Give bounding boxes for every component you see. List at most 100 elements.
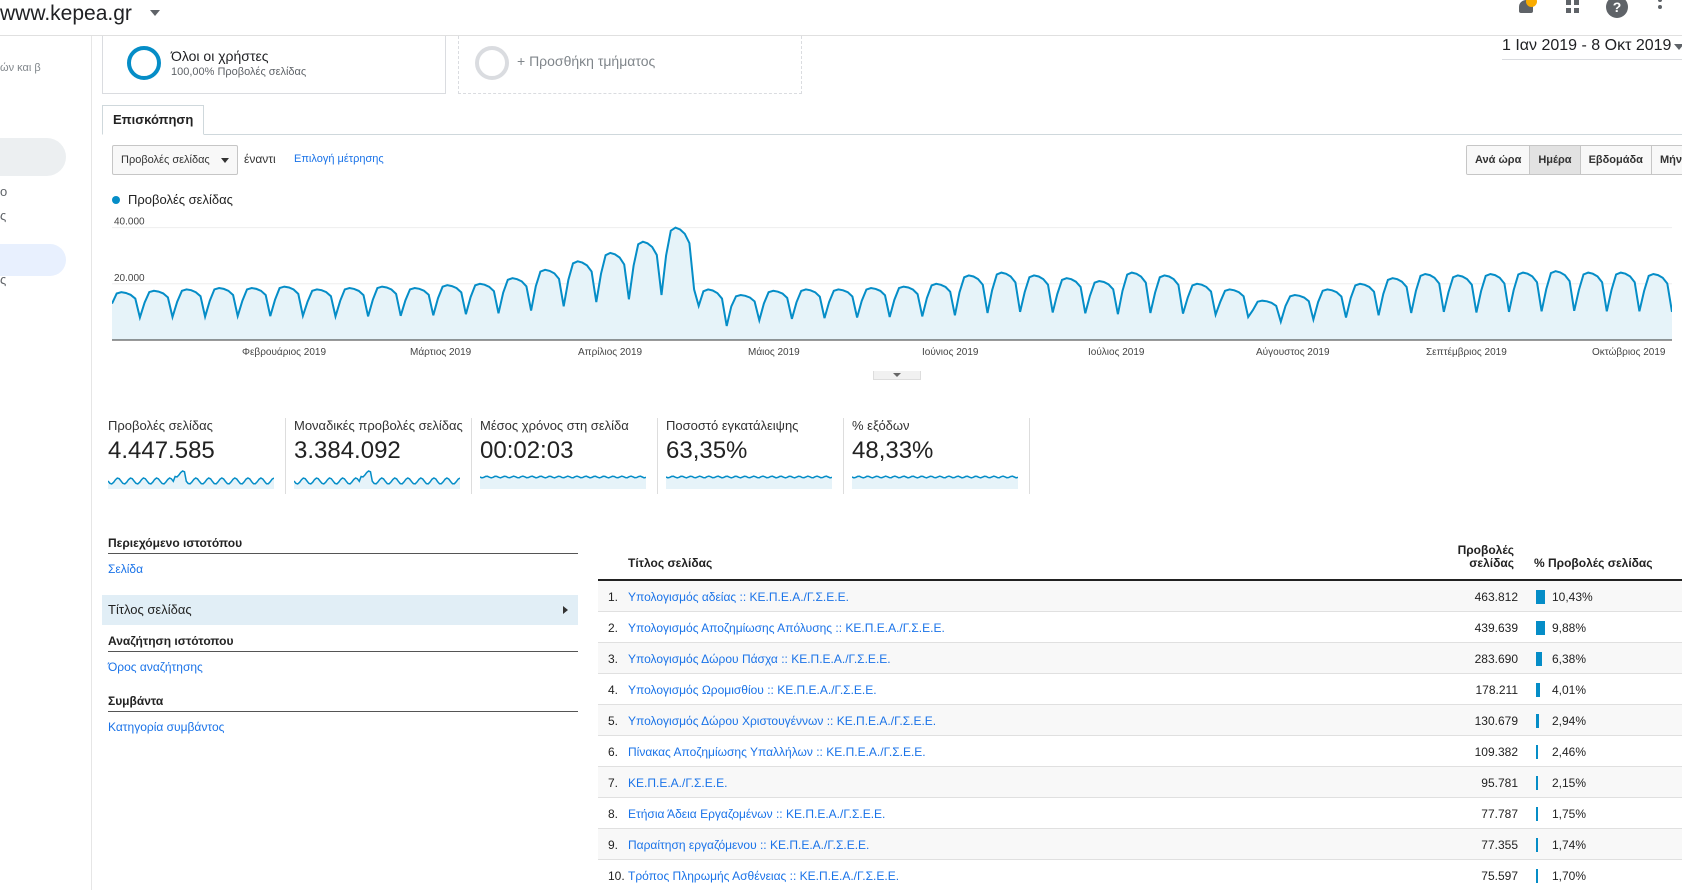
- col-header-pageviews-pct[interactable]: % Προβολές σελίδας: [1534, 556, 1653, 570]
- share-bar: [1536, 869, 1538, 883]
- scorecard-bounce-rate[interactable]: Ποσοστό εγκατάλειψης 63,35%: [666, 418, 844, 494]
- scorecard-value: 00:02:03: [480, 437, 574, 464]
- table-row[interactable]: 5. Υπολογισμός Δώρου Χριστουγέννων :: ΚΕ.…: [598, 705, 1682, 736]
- scorecard-sparkline: [480, 475, 646, 489]
- sparkline-line: [294, 470, 460, 485]
- series-area: [112, 227, 1672, 340]
- granularity-week-button[interactable]: Εβδομάδα: [1580, 146, 1652, 174]
- table-row[interactable]: 6. Πίνακας Αποζημίωσης Υπαλλήλων :: ΚΕ.Π.…: [598, 736, 1682, 767]
- table-row[interactable]: 2. Υπολογισμός Αποζημίωσης Απόλυσης :: ΚΕ…: [598, 612, 1682, 643]
- legend-dot-icon: [112, 195, 120, 204]
- table-row[interactable]: 3. Υπολογισμός Δώρου Πάσχα :: ΚΕ.Π.Ε.Α./Γ…: [598, 643, 1682, 674]
- sparkline-area: [852, 476, 1018, 489]
- legend-label: Προβολές σελίδας: [128, 192, 233, 207]
- x-tick-label: Αύγουστος 2019: [1256, 346, 1330, 358]
- dimension-page-title-selected[interactable]: Τίτλος σελίδας: [102, 595, 578, 625]
- dimension-event-category-link[interactable]: Κατηγορία συμβάντος: [108, 720, 225, 734]
- table-row[interactable]: 10. Τρόπος Πληρωμής Ασθένειας :: ΚΕ.Π.Ε.Α…: [598, 860, 1682, 890]
- sidebar-item-selected[interactable]: [0, 244, 66, 276]
- notifications-bell-icon[interactable]: [1516, 0, 1538, 22]
- page-title-link[interactable]: Υπολογισμός Δώρου Πάσχα :: ΚΕ.Π.Ε.Α./Γ.Σ…: [628, 652, 891, 666]
- table-row[interactable]: 4. Υπολογισμός Ωρομισθίου :: ΚΕ.Π.Ε.Α./Γ.…: [598, 674, 1682, 705]
- apps-grid-icon[interactable]: [1564, 0, 1586, 22]
- x-tick-label: Ιούνιος 2019: [922, 346, 979, 358]
- site-content-heading: Περιεχόμενο ιστοτόπου: [108, 536, 578, 554]
- more-vert-icon[interactable]: [1650, 0, 1672, 20]
- row-number: 7.: [608, 776, 619, 790]
- scorecard-sparkline: [666, 475, 832, 489]
- dimension-search-term-link[interactable]: Όρος αναζήτησης: [108, 660, 203, 674]
- table-row[interactable]: 9. Παραίτηση εργαζόμενου :: ΚΕ.Π.Ε.Α./Γ.Σ…: [598, 829, 1682, 860]
- page-title-link[interactable]: ΚΕ.Π.Ε.Α./Γ.Σ.Ε.Ε.: [628, 776, 728, 790]
- add-segment-label: + Προσθήκη τμήματος: [517, 53, 656, 69]
- metric-select[interactable]: Προβολές σελίδας: [112, 145, 238, 175]
- sidebar-search-hint[interactable]: ών και β: [0, 62, 41, 74]
- scorecard-value: 3.384.092: [294, 437, 401, 464]
- x-tick-label: Ιούλιος 2019: [1088, 346, 1145, 358]
- chart-collapse-handle[interactable]: [873, 371, 921, 380]
- pageviews-value: 283.690: [1474, 652, 1518, 666]
- segment-subtitle: 100,00% Προβολές σελίδας: [171, 66, 307, 78]
- pageviews-value: 95.781: [1481, 776, 1518, 790]
- pageviews-value: 130.679: [1474, 714, 1518, 728]
- pageviews-line-chart[interactable]: 40.000 20.000 Φεβρουάριος 2019 Μάρτιος 2019…: [112, 212, 1672, 372]
- pageviews-value: 75.597: [1481, 869, 1518, 883]
- page-title-link[interactable]: Τρόπος Πληρωμής Ασθένειας :: ΚΕ.Π.Ε.Α./Γ…: [628, 869, 900, 883]
- chevron-down-icon[interactable]: [1674, 44, 1682, 50]
- scorecard-exit-rate[interactable]: % εξόδων 48,33%: [852, 418, 1030, 494]
- sparkline-line: [480, 475, 646, 479]
- share-bar: [1536, 652, 1542, 666]
- help-icon[interactable]: ?: [1606, 0, 1628, 18]
- chevron-down-icon[interactable]: [150, 10, 160, 16]
- col-header-pageviews-line1: Προβολές: [1457, 543, 1514, 557]
- granularity-hour-button[interactable]: Ανά ώρα: [1467, 146, 1531, 174]
- page-title-link[interactable]: Υπολογισμός Δώρου Χριστουγέννων :: ΚΕ.Π.…: [628, 714, 937, 728]
- x-tick-label: Σεπτέμβριος 2019: [1426, 346, 1507, 358]
- table-body: 1. Υπολογισμός αδείας :: ΚΕ.Π.Ε.Α./Γ.Σ.Ε.…: [598, 581, 1682, 890]
- page-title-link[interactable]: Υπολογισμός Αποζημίωσης Απόλυσης :: ΚΕ.Π…: [628, 621, 945, 635]
- x-tick-label: Φεβρουάριος 2019: [242, 346, 326, 358]
- page-title-link[interactable]: Παραίτηση εργαζόμενου :: ΚΕ.Π.Ε.Α./Γ.Σ.Ε…: [628, 838, 870, 852]
- choose-metric-link[interactable]: Επιλογή μέτρησης: [294, 153, 384, 165]
- scorecard-label: % εξόδων: [852, 418, 910, 433]
- share-bar: [1536, 590, 1545, 604]
- granularity-day-button[interactable]: Ημέρα: [1530, 146, 1581, 174]
- segment-empty-ring-icon: [475, 46, 509, 80]
- add-segment-button[interactable]: + Προσθήκη τμήματος: [458, 36, 802, 94]
- scorecard-label: Ποσοστό εγκατάλειψης: [666, 418, 799, 433]
- granularity-toggle: Ανά ώρα Ημέρα Εβδομάδα Μήνας: [1466, 145, 1682, 175]
- page-title-link[interactable]: Υπολογισμός αδείας :: ΚΕ.Π.Ε.Α./Γ.Σ.Ε.Ε.: [628, 590, 849, 604]
- scorecard-unique-pageviews[interactable]: Μοναδικές προβολές σελίδας 3.384.092: [294, 418, 472, 494]
- scorecard-sparkline: [108, 470, 274, 489]
- scorecard-pageviews[interactable]: Προβολές σελίδας 4.447.585: [108, 418, 286, 494]
- table-header: Τίτλος σελίδας Προβολές σελίδας % Προβολ…: [598, 544, 1682, 581]
- row-number: 2.: [608, 621, 619, 635]
- pageviews-value: 77.787: [1481, 807, 1518, 821]
- segment-title: Όλοι οι χρήστες: [171, 48, 269, 64]
- dimension-page-link[interactable]: Σελίδα: [108, 562, 144, 576]
- page-title-link[interactable]: Υπολογισμός Ωρομισθίου :: ΚΕ.Π.Ε.Α./Γ.Σ.…: [628, 683, 877, 697]
- table-row[interactable]: 1. Υπολογισμός αδείας :: ΚΕ.Π.Ε.Α./Γ.Σ.Ε.…: [598, 581, 1682, 612]
- col-header-pageviews[interactable]: Προβολές σελίδας: [1458, 544, 1514, 570]
- tab-overview[interactable]: Επισκόπηση: [102, 105, 205, 135]
- granularity-month-button[interactable]: Μήνας: [1651, 146, 1682, 174]
- col-header-page-title[interactable]: Τίτλος σελίδας: [628, 556, 713, 570]
- sparkline-area: [666, 476, 832, 489]
- table-row[interactable]: 8. Ετήσια Άδεια Εργαζομένων :: ΚΕ.Π.Ε.Α./…: [598, 798, 1682, 829]
- page-title-link[interactable]: Ετήσια Άδεια Εργαζομένων :: ΚΕ.Π.Ε.Α./Γ.…: [628, 807, 886, 821]
- date-range-picker[interactable]: 1 Ιαν 2019 - 8 Οκτ 2019: [1502, 37, 1682, 60]
- property-name[interactable]: www.kepea.gr: [0, 2, 132, 25]
- sparkline-area: [294, 471, 460, 489]
- site-search-heading: Αναζήτηση ιστότοπου: [108, 634, 578, 652]
- chart-legend: Προβολές σελίδας: [112, 192, 233, 207]
- pageviews-pct: 2,15%: [1552, 776, 1587, 790]
- segment-all-users[interactable]: Όλοι οι χρήστες 100,00% Προβολές σελίδας: [102, 36, 446, 94]
- table-row[interactable]: 7. ΚΕ.Π.Ε.Α./Γ.Σ.Ε.Ε. 95.781 2,15%: [598, 767, 1682, 798]
- sidebar-item-label: ς: [0, 272, 7, 287]
- sidebar-item-active[interactable]: [0, 138, 66, 176]
- row-number: 9.: [608, 838, 619, 852]
- scorecard-avg-time[interactable]: Μέσος χρόνος στη σελίδα 00:02:03: [480, 418, 658, 494]
- page-title-link[interactable]: Πίνακας Αποζημίωσης Υπαλλήλων :: ΚΕ.Π.Ε.…: [628, 745, 926, 759]
- share-bar: [1536, 683, 1540, 697]
- pageviews-pct: 4,01%: [1552, 683, 1587, 697]
